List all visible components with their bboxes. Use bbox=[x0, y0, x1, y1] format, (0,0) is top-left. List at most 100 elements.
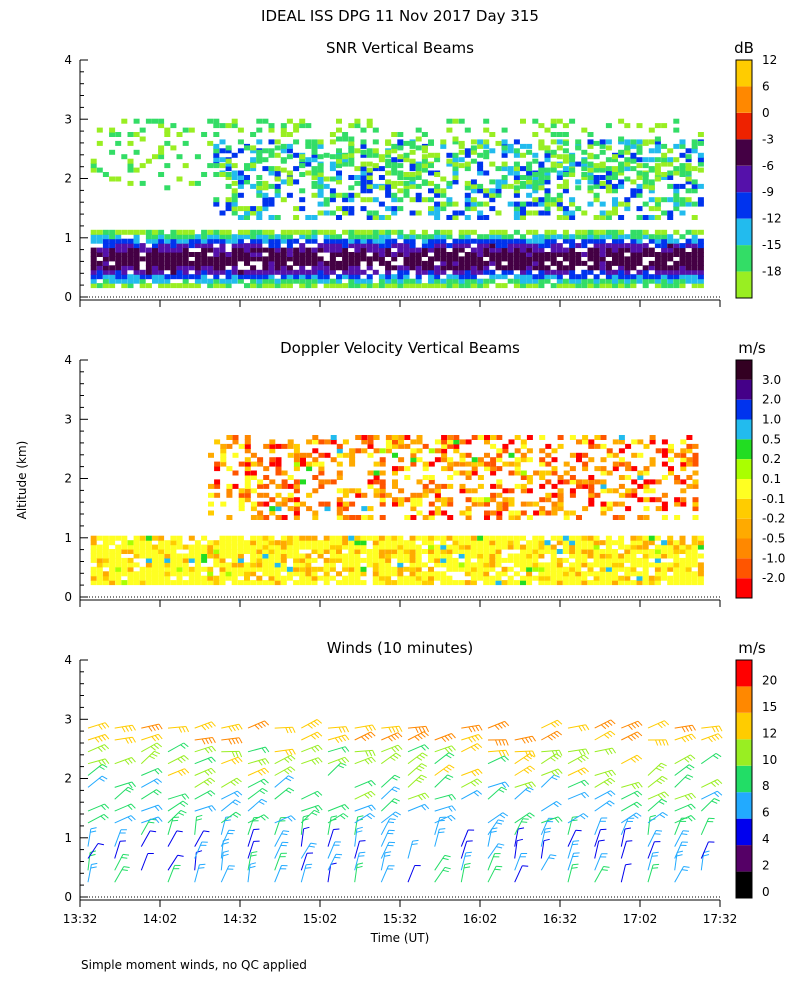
heatmap-cell bbox=[250, 571, 256, 576]
heatmap-cell bbox=[305, 545, 311, 550]
heatmap-cell bbox=[140, 137, 146, 142]
wind-barb-flag bbox=[637, 732, 642, 736]
wind-barb-flag bbox=[607, 780, 612, 784]
heatmap-cell bbox=[379, 154, 385, 159]
heatmap-cell bbox=[496, 166, 502, 171]
heatmap-cell bbox=[342, 270, 348, 275]
wind-barb-flag bbox=[714, 781, 718, 785]
heatmap-cell bbox=[649, 239, 655, 244]
heatmap-cell bbox=[293, 567, 299, 572]
heatmap-cell bbox=[91, 252, 97, 257]
heatmap-cell bbox=[447, 462, 453, 467]
heatmap-cell bbox=[330, 279, 336, 284]
colorbar-label: 3.0 bbox=[762, 373, 781, 387]
heatmap-cell bbox=[226, 466, 232, 471]
colorbar-swatch bbox=[736, 519, 752, 539]
heatmap-cell bbox=[287, 545, 293, 550]
heatmap-cell bbox=[630, 159, 636, 164]
heatmap-cell bbox=[281, 144, 287, 149]
heatmap-cell bbox=[177, 239, 183, 244]
heatmap-cell bbox=[208, 502, 214, 507]
heatmap-cell bbox=[539, 448, 545, 453]
heatmap-cell bbox=[435, 506, 441, 511]
heatmap-cell bbox=[446, 265, 452, 270]
colorbar-swatch bbox=[736, 819, 752, 845]
heatmap-cell bbox=[324, 177, 330, 182]
heatmap-cell bbox=[575, 536, 581, 541]
wind-barb-flag bbox=[686, 726, 689, 731]
heatmap-cell bbox=[483, 536, 489, 541]
heatmap-cell bbox=[245, 462, 251, 467]
heatmap-cell bbox=[379, 175, 385, 180]
heatmap-cell bbox=[391, 162, 397, 167]
wind-barb-flag bbox=[124, 867, 130, 868]
heatmap-cell bbox=[514, 558, 520, 563]
heatmap-cell bbox=[618, 168, 624, 173]
heatmap-cell bbox=[391, 239, 397, 244]
heatmap-cell bbox=[183, 270, 189, 275]
heatmap-cell bbox=[483, 139, 489, 144]
heatmap-cell bbox=[128, 132, 134, 137]
heatmap-cell bbox=[97, 239, 103, 244]
heatmap-cell bbox=[643, 215, 649, 220]
heatmap-cell bbox=[606, 571, 612, 576]
heatmap-cell bbox=[496, 493, 502, 498]
heatmap-cell bbox=[434, 157, 440, 162]
wind-barb-flag bbox=[99, 761, 103, 766]
heatmap-cell bbox=[661, 239, 667, 244]
heatmap-cell bbox=[152, 154, 158, 159]
wind-barb-flag bbox=[688, 794, 692, 799]
heatmap-cell bbox=[367, 211, 373, 216]
heatmap-cell bbox=[440, 270, 446, 275]
heatmap-cell bbox=[220, 172, 226, 177]
heatmap-cell bbox=[594, 230, 600, 235]
heatmap-cell bbox=[342, 252, 348, 257]
heatmap-cell bbox=[447, 439, 453, 444]
heatmap-cell bbox=[465, 239, 471, 244]
wind-barb-flag bbox=[262, 799, 267, 802]
heatmap-cell bbox=[698, 168, 704, 173]
heatmap-cell bbox=[644, 497, 650, 502]
heatmap-cell bbox=[269, 558, 275, 563]
wind-barb bbox=[115, 867, 124, 883]
heatmap-cell bbox=[692, 188, 698, 193]
wind-barb-flag bbox=[604, 867, 610, 868]
heatmap-cell bbox=[588, 162, 594, 167]
heatmap-cell bbox=[213, 252, 219, 257]
wind-barb-flag bbox=[389, 727, 392, 732]
heatmap-cell bbox=[146, 256, 152, 261]
heatmap-cell bbox=[489, 256, 495, 261]
wind-barb bbox=[141, 805, 158, 811]
heatmap-cell bbox=[563, 279, 569, 284]
heatmap-cell bbox=[643, 554, 649, 559]
heatmap-cell bbox=[502, 153, 508, 158]
heatmap-cell bbox=[624, 202, 630, 207]
heatmap-cell bbox=[673, 270, 679, 275]
heatmap-cell bbox=[489, 580, 495, 585]
heatmap-cell bbox=[686, 265, 692, 270]
heatmap-cell bbox=[563, 188, 569, 193]
wind-barb bbox=[275, 776, 289, 788]
heatmap-cell bbox=[594, 545, 600, 550]
heatmap-cell bbox=[367, 184, 373, 189]
wind-barb-flag bbox=[584, 768, 588, 772]
heatmap-cell bbox=[324, 270, 330, 275]
heatmap-cell bbox=[226, 274, 232, 279]
wind-barb-flag bbox=[632, 784, 636, 789]
heatmap-cell bbox=[318, 265, 324, 270]
heatmap-cell bbox=[680, 197, 686, 202]
heatmap-cell bbox=[201, 234, 207, 239]
heatmap-cell bbox=[453, 558, 459, 563]
wind-barb bbox=[701, 799, 714, 812]
heatmap-cell bbox=[397, 567, 403, 572]
heatmap-cell bbox=[538, 185, 544, 190]
heatmap-cell bbox=[655, 144, 661, 149]
heatmap-cell bbox=[588, 283, 594, 288]
heatmap-cell bbox=[434, 558, 440, 563]
heatmap-cell bbox=[226, 435, 232, 440]
heatmap-cell bbox=[667, 576, 673, 581]
heatmap-cell bbox=[276, 466, 282, 471]
heatmap-cell bbox=[557, 234, 563, 239]
heatmap-cell bbox=[698, 580, 704, 585]
